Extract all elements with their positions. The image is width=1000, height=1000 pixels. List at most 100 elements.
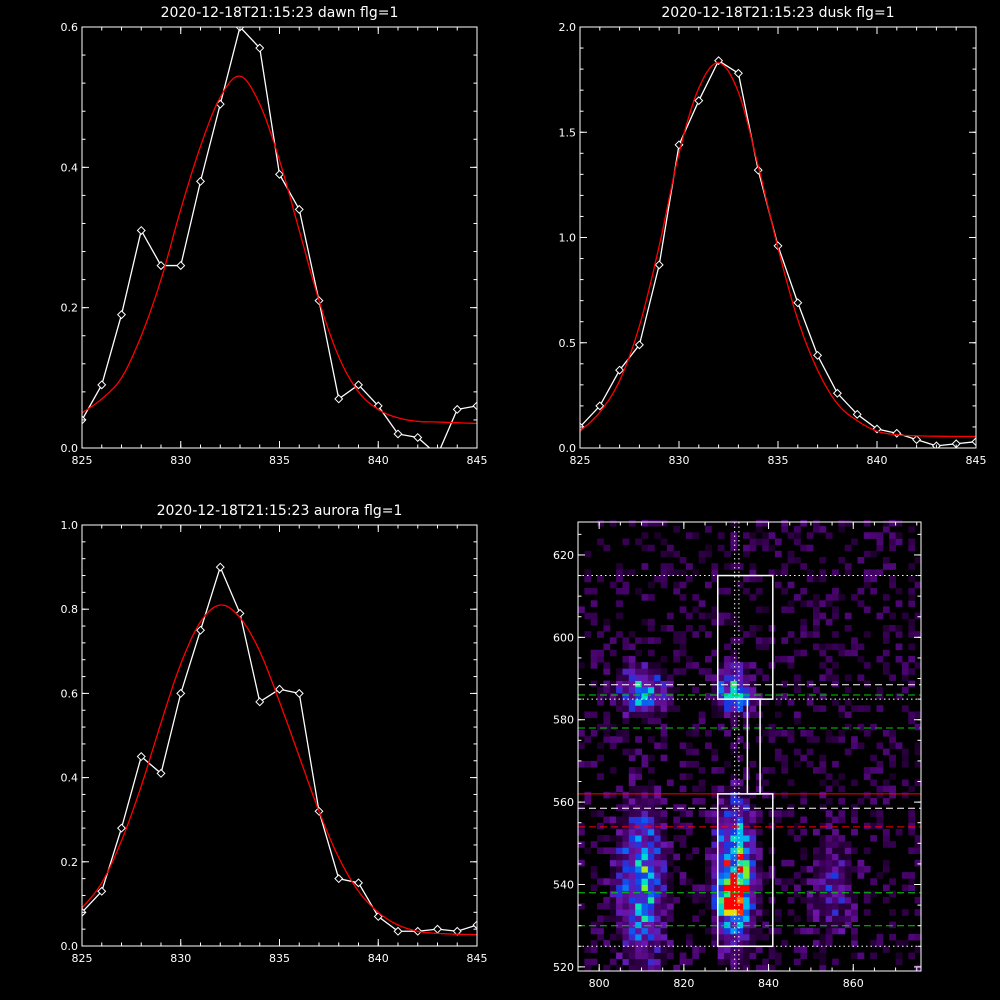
heatmap-cell (616, 680, 623, 688)
heatmap-cell (711, 791, 719, 799)
heatmap-cell (705, 581, 712, 589)
heatmap-cell (641, 903, 649, 910)
heatmap-cell (635, 822, 642, 830)
heatmap-cell (762, 532, 769, 539)
heatmap-cell (628, 878, 636, 885)
heatmap-cell (755, 723, 763, 731)
heatmap-cell (654, 791, 661, 799)
heatmap-cell (609, 519, 617, 527)
heatmap-cell (724, 927, 731, 935)
heatmap-cell (774, 754, 782, 762)
heatmap-cell (844, 909, 852, 916)
heatmap-cell (628, 946, 636, 953)
heatmap-cell (609, 933, 617, 941)
heatmap-cell (641, 878, 649, 885)
heatmap-cell (755, 828, 763, 836)
heatmap-cell (806, 866, 814, 873)
heatmap-cell (857, 557, 865, 564)
x-tick-label: 825 (72, 952, 93, 965)
heatmap-cell (755, 779, 763, 787)
heatmap-cell (819, 674, 827, 681)
heatmap-cell (762, 872, 769, 879)
heatmap-cell (755, 946, 763, 953)
heatmap-cell (590, 872, 598, 879)
heatmap-cell (819, 940, 827, 947)
heatmap-cell (660, 754, 668, 762)
heatmap-cell (768, 625, 776, 632)
heatmap-cell (749, 538, 757, 546)
heatmap-cell (813, 927, 820, 935)
heatmap-cell (743, 958, 750, 966)
heatmap-cell (863, 631, 871, 638)
heatmap-cell (730, 915, 738, 922)
heatmap-cell (679, 606, 687, 613)
heatmap-cell (711, 804, 719, 811)
heatmap-cell (857, 742, 865, 749)
heatmap-cell (813, 896, 820, 904)
heatmap-cell (813, 767, 820, 774)
heatmap-cell (584, 575, 592, 583)
heatmap-cell (749, 835, 757, 842)
heatmap-cell (717, 847, 725, 854)
heatmap-cell (628, 958, 636, 966)
heatmap-cell (870, 952, 877, 960)
heatmap-cell (851, 705, 858, 712)
heatmap-cell (901, 674, 909, 681)
heatmap-cell (755, 964, 763, 972)
heatmap-cell (908, 952, 916, 960)
heatmap-cell (603, 791, 611, 799)
heatmap-cell (635, 878, 642, 885)
heatmap-cell (908, 655, 916, 663)
x-tick-label: 840 (758, 977, 779, 990)
heatmap-cell (628, 884, 636, 892)
heatmap-cell (844, 884, 852, 892)
heatmap-cell (863, 575, 871, 583)
heatmap-cell (647, 674, 655, 681)
heatmap-cell (774, 581, 782, 589)
heatmap-cell (762, 878, 769, 885)
heatmap-cell (609, 903, 617, 910)
heatmap-cell (679, 773, 687, 780)
heatmap-cell (743, 686, 750, 694)
heatmap-cell (641, 705, 649, 712)
heatmap-cell (895, 631, 903, 638)
heatmap-cell (717, 544, 725, 552)
heatmap-cell (914, 581, 922, 589)
heatmap-cell (673, 686, 681, 694)
heatmap-cell (914, 742, 922, 749)
heatmap-cell (609, 896, 617, 904)
heatmap-cell (825, 859, 833, 867)
heatmap-cell (641, 810, 649, 817)
heatmap-cell (743, 878, 750, 885)
y-tick-label: 600 (553, 631, 574, 644)
heatmap-cell (736, 668, 744, 675)
heatmap-cell (647, 909, 655, 916)
heatmap-cell (673, 587, 681, 595)
heatmap-cell (743, 859, 750, 867)
heatmap-cell (813, 859, 820, 867)
heatmap-cell (578, 760, 585, 768)
heatmap-cell (603, 878, 611, 885)
heatmap-cell (686, 575, 693, 583)
heatmap-cell (768, 637, 776, 644)
heatmap-cell (660, 866, 668, 873)
heatmap-cell (711, 575, 719, 583)
heatmap-cell (736, 828, 744, 836)
heatmap-cell (901, 791, 909, 799)
heatmap-cell (743, 816, 750, 824)
heatmap-cell (654, 810, 661, 817)
heatmap-cell (755, 625, 763, 632)
heatmap-cell (603, 736, 611, 743)
heatmap-cell (832, 736, 839, 743)
heatmap-cell (825, 890, 833, 898)
heatmap-cell (857, 872, 865, 879)
heatmap-cell (755, 878, 763, 885)
heatmap-cell (622, 538, 630, 546)
heatmap-cell (908, 878, 916, 885)
heatmap-cell (819, 692, 827, 700)
heatmap-cell (787, 779, 795, 787)
heatmap-cell (686, 822, 693, 830)
heatmap-cell (717, 791, 725, 799)
heatmap-cell (641, 866, 649, 873)
heatmap-cell (749, 569, 757, 576)
